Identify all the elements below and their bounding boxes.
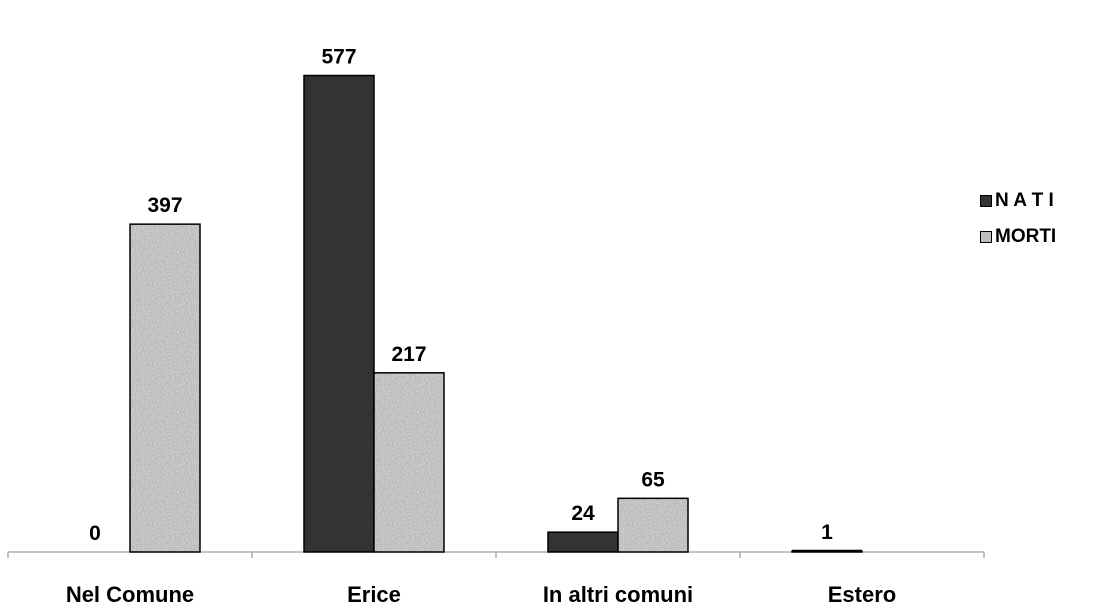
- legend-item-morti: MORTI: [980, 219, 1056, 255]
- bars: [129, 74, 863, 553]
- category-label-in-altri-comuni: In altri comuni: [543, 582, 693, 607]
- data-label-nati-erice: 577: [321, 46, 356, 69]
- category-labels: Nel Comune Erice In altri comuni Estero: [66, 582, 896, 607]
- legend-label-nati: N A T I: [995, 190, 1054, 211]
- data-label-morti-nel-comune: 397: [147, 194, 182, 217]
- category-label-erice: Erice: [347, 582, 401, 607]
- data-label-morti-erice: 217: [391, 343, 426, 366]
- bar-nati-in-altri-comuni: [547, 531, 619, 553]
- legend-swatch-morti: [980, 231, 992, 243]
- category-label-estero: Estero: [828, 582, 896, 607]
- data-labels: 0 397 577 217 24 65 1: [89, 46, 833, 545]
- legend: N A T I MORTI: [980, 183, 1056, 255]
- data-label-nati-nel-comune: 0: [89, 522, 101, 545]
- category-label-nel-comune: Nel Comune: [66, 582, 194, 607]
- data-label-morti-in-altri-comuni: 65: [641, 468, 665, 491]
- x-axis: [7, 551, 985, 558]
- bar-morti-erice: [373, 372, 445, 553]
- bar-nati-erice: [303, 74, 375, 553]
- data-label-nati-in-altri-comuni: 24: [571, 502, 595, 525]
- legend-swatch-nati: [980, 195, 992, 207]
- bar-morti-nel-comune: [129, 223, 201, 553]
- legend-item-nati: N A T I: [980, 183, 1056, 219]
- legend-label-morti: MORTI: [995, 226, 1057, 247]
- data-label-nati-estero: 1: [821, 521, 833, 544]
- bar-morti-in-altri-comuni: [617, 497, 689, 553]
